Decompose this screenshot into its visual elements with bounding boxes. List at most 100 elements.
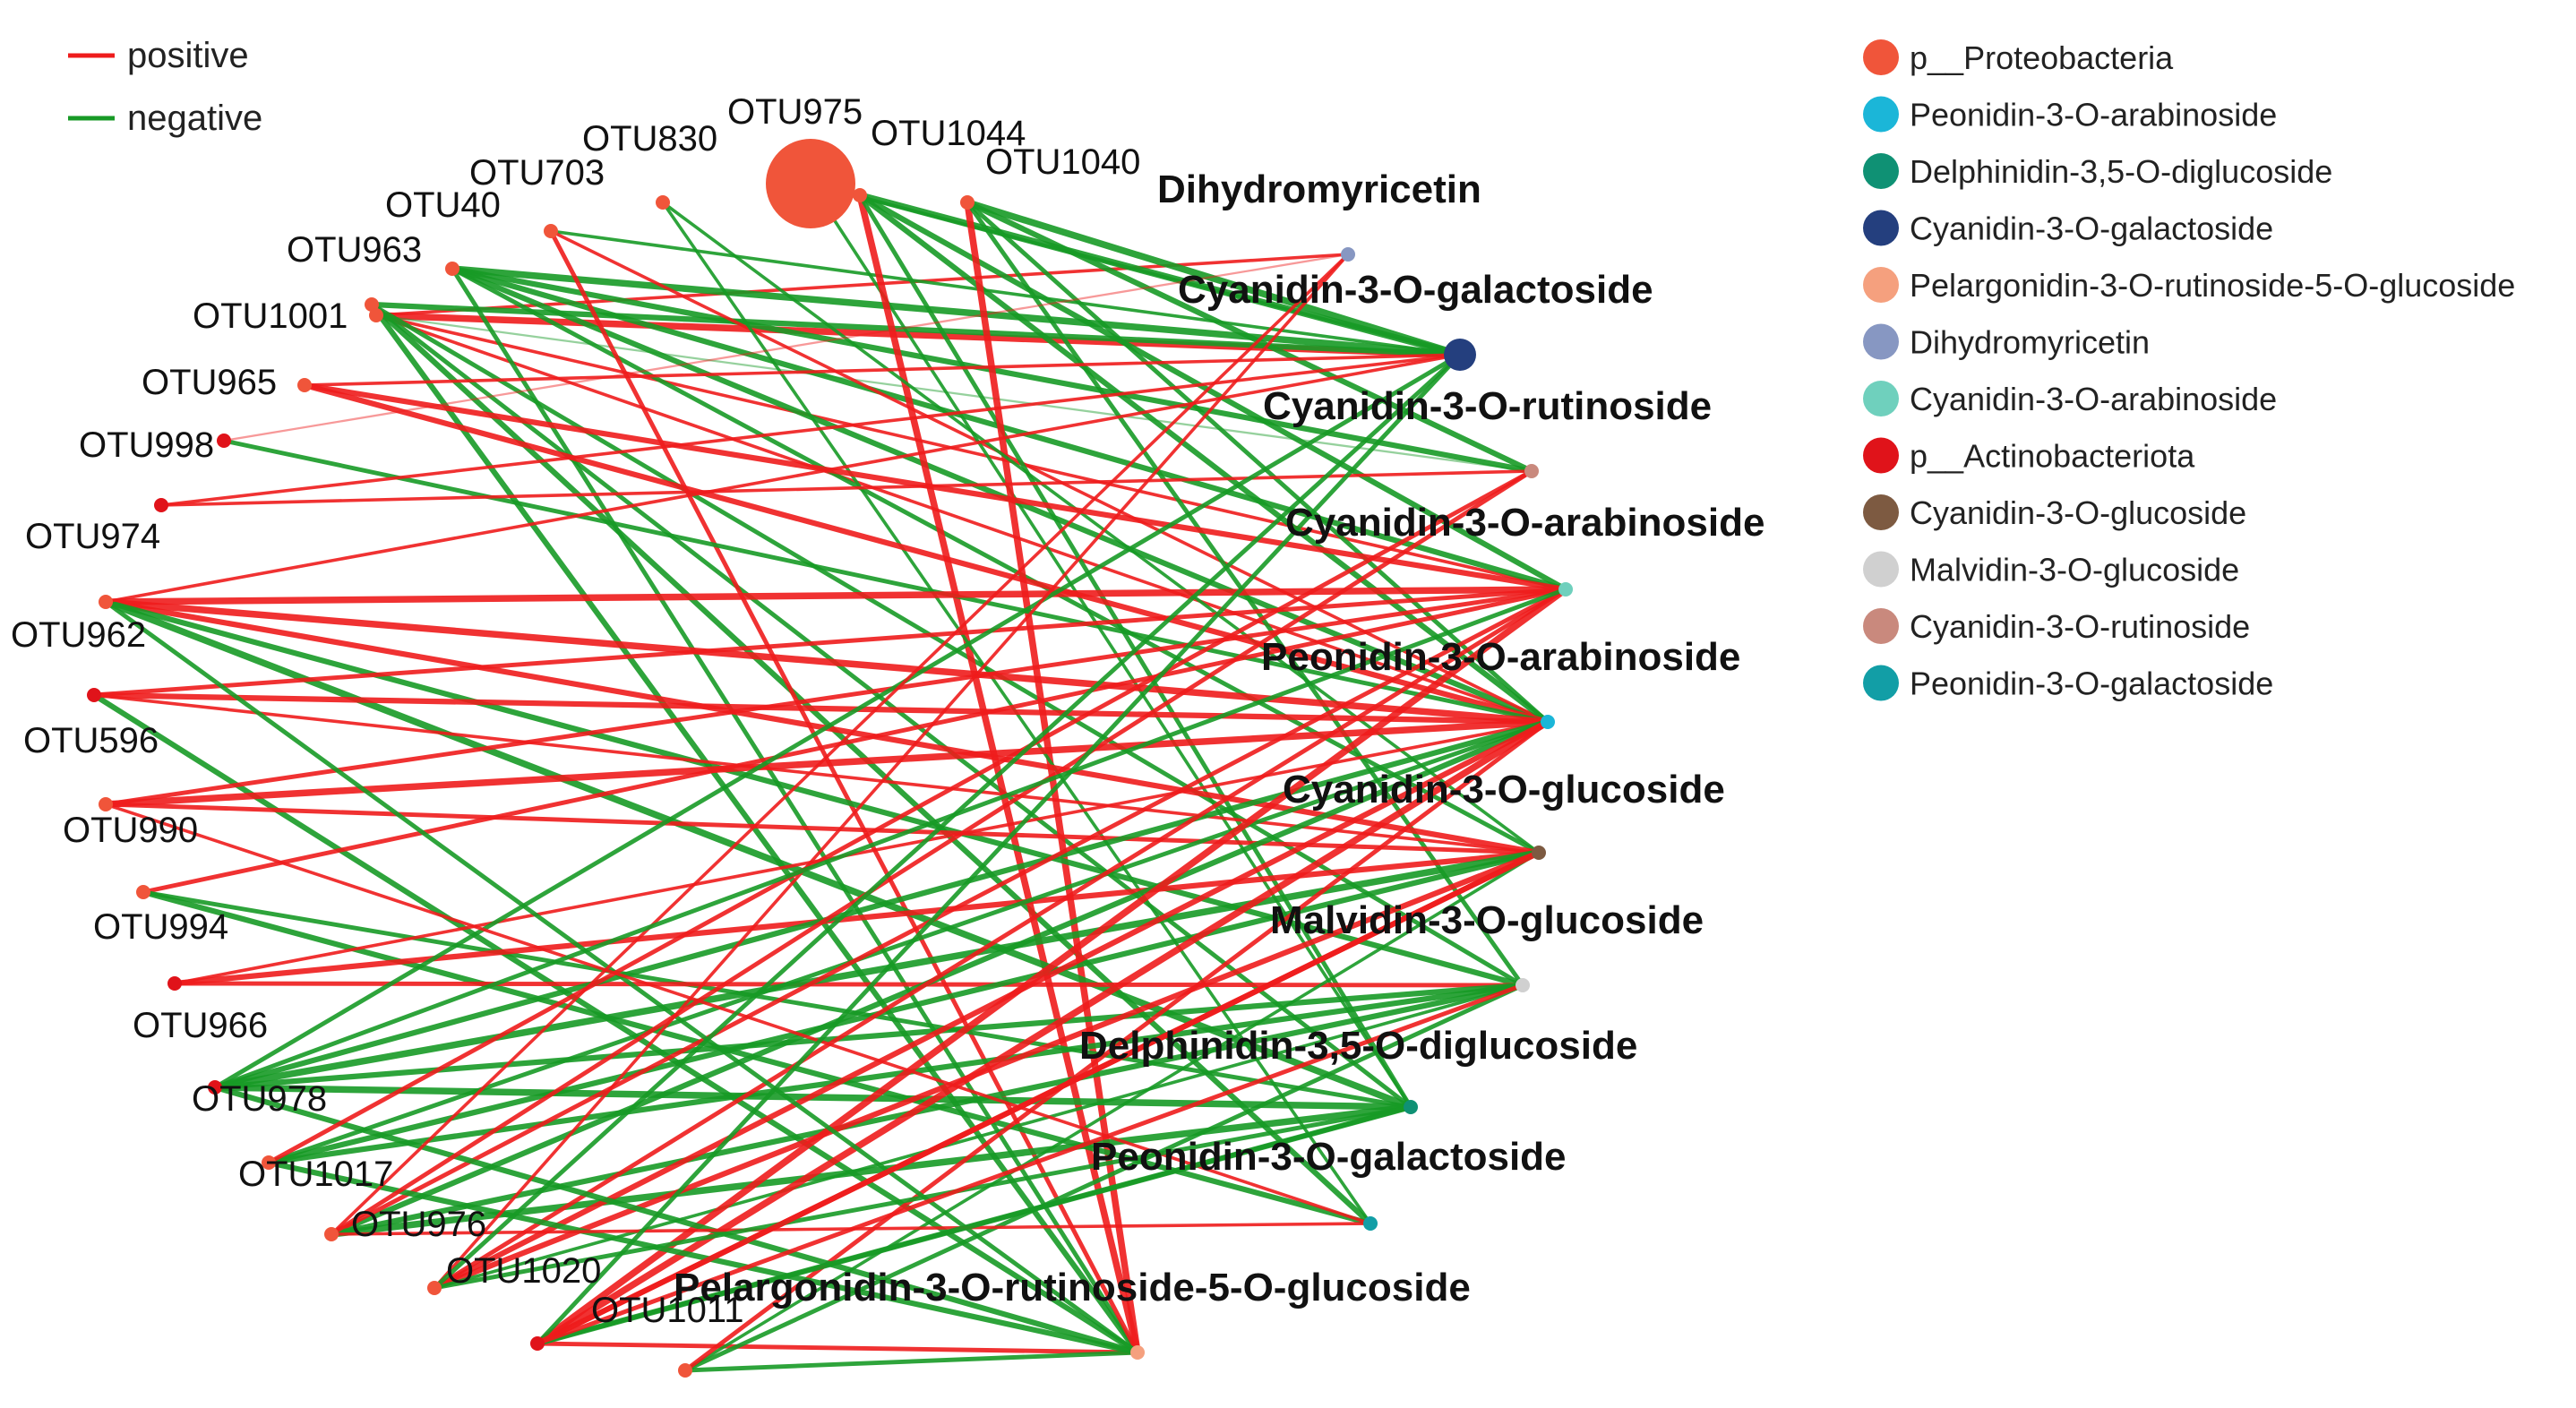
node-otu994: [136, 885, 150, 899]
edge-negative: [451, 265, 1461, 358]
node-label-otu998: OTU998: [79, 425, 214, 465]
edge-negative: [214, 1085, 1138, 1355]
edge-positive: [223, 253, 1349, 442]
edge-positive: [535, 586, 1568, 1347]
node-otux1: [678, 1363, 692, 1378]
edge-positive: [375, 313, 1549, 724]
node-label-p3ara: Peonidin-3-O-arabinoside: [1261, 635, 1740, 679]
node-label-otu965: OTU965: [142, 363, 277, 402]
edge-negative: [550, 229, 1461, 356]
edge-positive: [105, 718, 1549, 808]
node-otu998: [217, 434, 231, 448]
node-dhm: [1341, 247, 1355, 262]
edge-negative: [268, 982, 1524, 1166]
node-label-otu40: OTU40: [385, 185, 501, 225]
node-label-otu974: OTU974: [25, 517, 160, 556]
node-otu963: [365, 297, 379, 312]
node-label-otu994: OTU994: [93, 907, 228, 947]
legend-label: Malvidin-3-O-glucoside: [1910, 552, 2239, 588]
edge-negative: [268, 1159, 1138, 1356]
node-otu40: [445, 262, 459, 276]
edge-negative: [683, 983, 1524, 1373]
node-label-otu596: OTU596: [23, 721, 159, 760]
node-m3glc: [1516, 978, 1530, 992]
edge-negative: [809, 183, 1413, 1108]
legend-label: Peonidin-3-O-arabinoside: [1910, 97, 2277, 133]
edge-positive: [93, 691, 1549, 725]
node-label-otu1001: OTU1001: [193, 296, 348, 336]
node-label-otu990: OTU990: [63, 811, 198, 850]
node-otu962: [99, 595, 113, 609]
edge-positive: [142, 587, 1567, 895]
node-otu976: [324, 1227, 339, 1241]
node-p3gal: [1363, 1216, 1378, 1231]
legend-label: Cyanidin-3-O-arabinoside: [1910, 381, 2277, 417]
edge-positive: [304, 353, 1461, 387]
edge-positive: [550, 229, 1549, 724]
edge-positive: [330, 587, 1567, 1237]
node-label-otu1017: OTU1017: [238, 1155, 393, 1194]
node-otu1017: [262, 1155, 276, 1170]
edge-negative: [966, 200, 1533, 474]
node-otu975: [766, 139, 855, 228]
edge-positive: [105, 353, 1461, 604]
edge-negative: [105, 599, 1524, 988]
node-label-c3ara: Cyanidin-3-O-arabinoside: [1285, 501, 1765, 545]
legend-label: Delphinidin-3,5-O-diglucoside: [1910, 153, 2332, 190]
legend-label: Cyanidin-3-O-rutinoside: [1910, 608, 2250, 645]
edge-positive: [105, 586, 1567, 605]
legend-swatch: [1863, 551, 1899, 588]
legend-swatch: [1863, 494, 1899, 530]
edge-positive: [375, 313, 1567, 591]
node-otu596: [87, 688, 101, 702]
edge-negative: [214, 587, 1567, 1090]
legend-swatch: [1863, 267, 1899, 303]
legend-swatch: [1863, 39, 1899, 75]
edge-negative: [223, 438, 1549, 725]
node-label-d35: Delphinidin-3,5-O-diglucoside: [1079, 1024, 1637, 1068]
edge-type-legend: positive negative: [68, 36, 262, 138]
node-otu1011: [530, 1336, 545, 1351]
edge-positive: [536, 850, 1541, 1346]
node-label-dhm: Dihydromyricetin: [1157, 167, 1481, 211]
edge-negative: [966, 199, 1462, 358]
legend-swatch: [1863, 323, 1899, 360]
node-otu965: [297, 378, 312, 392]
legend-label: Cyanidin-3-O-glucoside: [1910, 494, 2246, 531]
legend-swatch: [1863, 608, 1899, 644]
node-label-c3gal: Cyanidin-3-O-galactoside: [1178, 268, 1653, 312]
edge-negative: [858, 193, 1550, 725]
node-label-otu1020: OTU1020: [446, 1251, 601, 1291]
legend-swatch: [1863, 381, 1899, 416]
legend-swatch: [1863, 210, 1899, 246]
node-otu966: [167, 976, 182, 991]
node-p3ara: [1541, 715, 1555, 729]
node-layer: [87, 139, 1573, 1378]
node-label-otu830: OTU830: [582, 119, 717, 159]
node-label-otu963: OTU963: [287, 230, 422, 270]
node-otu703: [544, 224, 558, 238]
node-label-otu1011: OTU1011: [591, 1291, 743, 1330]
edge-positive: [267, 468, 1533, 1165]
edge-negative: [684, 1350, 1138, 1373]
node-label-otu962: OTU962: [11, 615, 146, 655]
edge-positive: [433, 587, 1567, 1291]
edge-positive: [105, 598, 1549, 725]
negative-edge-label: negative: [127, 99, 262, 138]
node-otu978: [208, 1080, 222, 1095]
edge-positive: [105, 802, 1540, 855]
node-label-otu1040: OTU1040: [985, 142, 1140, 182]
node-label-m3glc: Malvidin-3-O-glucoside: [1270, 898, 1704, 942]
edge-negative: [434, 1104, 1412, 1291]
edge-positive: [304, 382, 1549, 725]
edge-positive: [548, 229, 1140, 1354]
edge-positive: [537, 983, 1524, 1346]
edge-positive: [537, 1341, 1138, 1355]
edge-negative: [966, 201, 1550, 724]
legend-swatch: [1863, 665, 1899, 701]
edge-positive: [174, 849, 1540, 987]
legend-label: p__Actinobacteriota: [1910, 438, 2195, 475]
edge-negative: [450, 267, 1140, 1354]
edge-positive: [160, 469, 1533, 507]
